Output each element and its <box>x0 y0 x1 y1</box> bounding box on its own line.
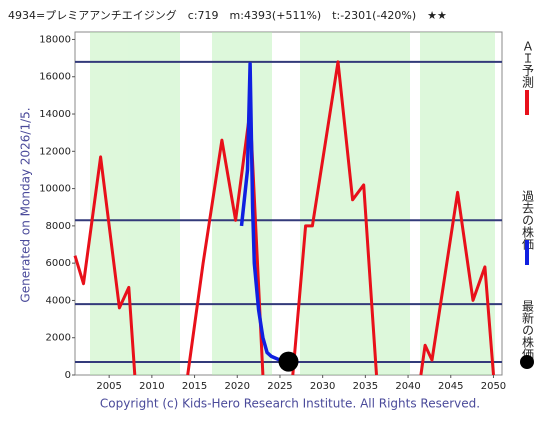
x-tick-label: 2020 <box>225 381 250 392</box>
y-tick-label: 6000 <box>46 258 71 269</box>
x-tick-label: 2045 <box>438 381 463 392</box>
y-tick-label: 4000 <box>46 295 71 306</box>
x-tick-label: 2050 <box>481 381 506 392</box>
x-tick-label: 2015 <box>182 381 207 392</box>
x-tick-label: 2030 <box>310 381 335 392</box>
band <box>300 32 410 375</box>
latest-price <box>278 351 299 372</box>
band <box>420 32 495 375</box>
y-tick-label: 10000 <box>39 184 71 195</box>
chart-title: 4934=プレミアアンチエイジング c:719 m:4393(+511%) t:… <box>8 8 447 22</box>
x-tick-label: 2035 <box>353 381 378 392</box>
series-line <box>239 61 281 362</box>
y-tick-label: 14000 <box>39 109 71 120</box>
x-tick-label: 2005 <box>96 381 121 392</box>
legend-swatch <box>520 355 534 369</box>
y-tick-label: 0 <box>65 370 71 381</box>
y-tick-label: 16000 <box>39 72 71 83</box>
y-tick-label: 12000 <box>39 146 71 157</box>
footer: Copyright (c) Kids-Hero Research Institu… <box>100 397 480 411</box>
legend-label: ＡＩ予測 <box>521 40 535 89</box>
y-tick-label: 2000 <box>46 333 71 344</box>
legend-label: 過去の株価 <box>521 190 535 250</box>
series-line <box>73 60 495 376</box>
side-label: Generated on Monday 2026/1/5. <box>19 107 33 302</box>
y-tick-label: 18000 <box>39 34 71 45</box>
background-bands <box>90 32 495 375</box>
x-tick-label: 2040 <box>395 381 420 392</box>
band <box>90 32 180 375</box>
y-tick-label: 8000 <box>46 221 71 232</box>
x-tick-label: 2010 <box>139 381 164 392</box>
legend-label: 最新の株価 <box>521 300 535 360</box>
plot-area <box>74 31 503 376</box>
band <box>212 32 272 375</box>
x-tick-label: 2025 <box>267 381 292 392</box>
